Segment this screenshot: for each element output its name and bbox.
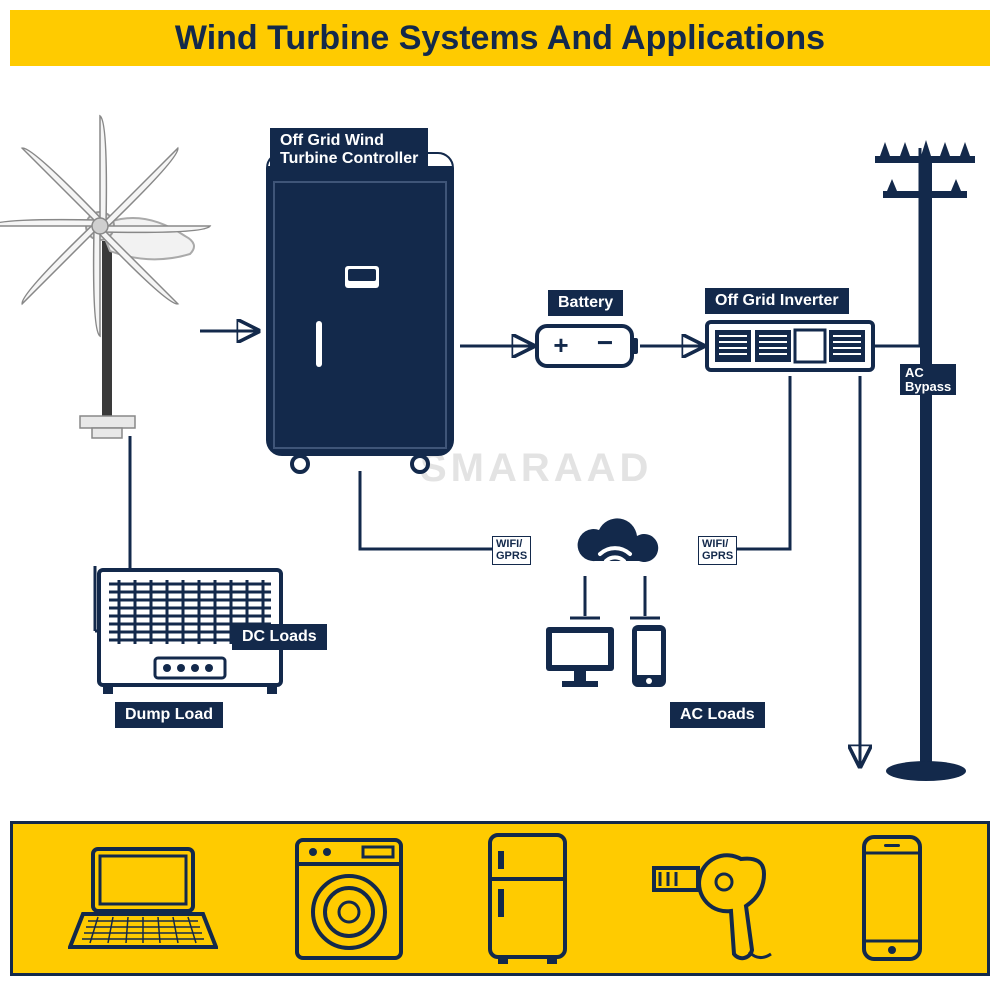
- wind-turbine-icon: [0, 86, 220, 446]
- appliance-bar: [10, 821, 990, 976]
- phone-small-icon: [628, 621, 670, 691]
- hairdryer-icon: [646, 834, 781, 964]
- inverter-label: Off Grid Inverter: [705, 288, 849, 314]
- dc-loads-label: DC Loads: [232, 624, 327, 650]
- cloud-wifi-icon: [570, 516, 660, 578]
- utility-pole-icon: [865, 106, 985, 796]
- fridge-icon: [480, 831, 575, 966]
- battery-icon: + −: [535, 320, 640, 373]
- ac-loads-label: AC Loads: [670, 702, 765, 728]
- wifi-gprs-right-label: WIFI/ GPRS: [698, 536, 737, 565]
- controller-label: Off Grid Wind Turbine Controller: [270, 128, 428, 173]
- phone-icon: [852, 831, 932, 966]
- monitor-icon: [540, 621, 620, 691]
- page-title: Wind Turbine Systems And Applications: [175, 19, 825, 58]
- ac-bypass-label: AC Bypass: [900, 364, 956, 395]
- wifi-gprs-left-label: WIFI/ GPRS: [492, 536, 531, 565]
- title-bar: Wind Turbine Systems And Applications: [10, 10, 990, 66]
- battery-label: Battery: [548, 290, 623, 316]
- washer-icon: [289, 834, 409, 964]
- laptop-icon: [68, 839, 218, 959]
- svg-text:−: −: [597, 327, 613, 358]
- controller-icon: [260, 146, 460, 476]
- svg-text:+: +: [553, 330, 568, 360]
- dump-load-label: Dump Load: [115, 702, 223, 728]
- inverter-icon: [705, 316, 875, 376]
- diagram-area: SMARAAD: [0, 66, 1000, 1000]
